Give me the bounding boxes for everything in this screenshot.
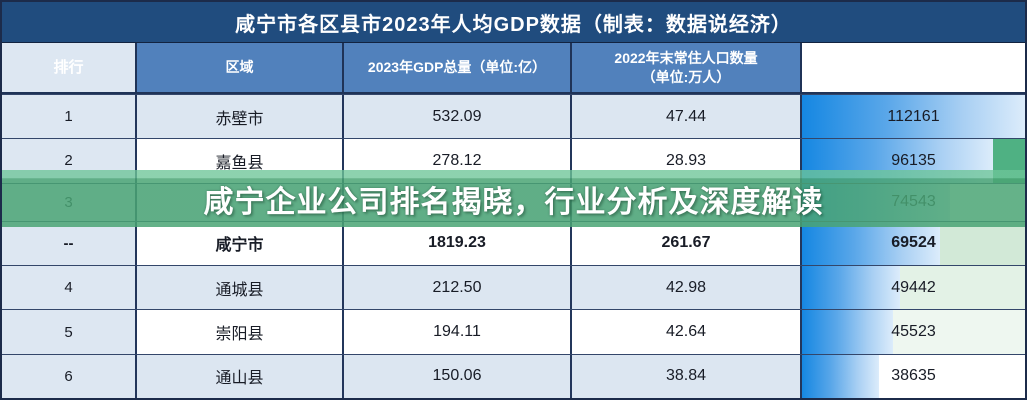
population-cell: 42.64: [570, 310, 800, 354]
header-gdp-total: 2023年GDP总量（单位:亿）: [342, 43, 570, 92]
gdp-cell: 150.06: [342, 354, 570, 398]
table-row-city-total: -- 咸宁市 1819.23 261.67 69524: [2, 220, 1025, 266]
header-region: 区域: [135, 43, 342, 92]
header-population: 2022年末常住人口数量 （单位:万人）: [570, 43, 800, 92]
population-cell: 261.67: [570, 221, 800, 266]
per-capita-value: 96135: [891, 151, 936, 169]
population-cell: 42.98: [570, 266, 800, 310]
table-row: 1 赤壁市 532.09 47.44 112161: [2, 94, 1025, 139]
data-bar: [802, 354, 879, 398]
gdp-cell: 1819.23: [342, 221, 570, 266]
region-cell: 咸宁市: [135, 221, 342, 266]
gdp-cell: 194.11: [342, 310, 570, 354]
gdp-cell: 532.09: [342, 95, 570, 139]
region-cell: 赤壁市: [135, 95, 342, 139]
region-cell: 通山县: [135, 354, 342, 398]
per-capita-value: 45523: [891, 323, 936, 341]
per-capita-cell: 112161: [800, 95, 1025, 139]
per-capita-cell: 38635: [800, 354, 1025, 398]
data-bar: [802, 221, 941, 266]
gdp-cell: 212.50: [342, 266, 570, 310]
table-row: 5 崇阳县 194.11 42.64 45523: [2, 309, 1025, 354]
promo-banner-overlay: 咸宁企业公司排名揭晓，行业分析及深度解读: [2, 170, 1025, 227]
per-capita-value: 69524: [891, 234, 936, 252]
region-cell: 崇阳县: [135, 310, 342, 354]
header-per-capita: 2023年人均GDP （单位： 元）: [800, 43, 1025, 92]
rank-cell: 5: [2, 310, 135, 354]
per-capita-cell: 49442: [800, 266, 1025, 310]
promo-banner-text: 咸宁企业公司排名揭晓，行业分析及深度解读: [203, 185, 824, 219]
data-bar: [802, 266, 901, 310]
region-cell: 通城县: [135, 266, 342, 310]
per-capita-cell: 69524: [800, 221, 1025, 266]
population-cell: 38.84: [570, 354, 800, 398]
data-bar: [802, 95, 1025, 139]
title-bar: 咸宁市各区县市2023年人均GDP数据（制表：数据说经济）: [2, 2, 1025, 43]
table-header-row: 排行 区域 2023年GDP总量（单位:亿） 2022年末常住人口数量 （单位:…: [2, 43, 1025, 94]
rank-cell: 4: [2, 266, 135, 310]
header-rank: 排行: [2, 43, 135, 92]
per-capita-cell: 45523: [800, 310, 1025, 354]
rank-cell: --: [2, 221, 135, 266]
page-title: 咸宁市各区县市2023年人均GDP数据（制表：数据说经济）: [235, 13, 792, 36]
per-capita-value: 112161: [887, 107, 940, 125]
table-row: 6 通山县 150.06 38.84 38635: [2, 353, 1025, 398]
rank-cell: 6: [2, 354, 135, 398]
per-capita-value: 49442: [891, 278, 936, 296]
rank-cell: 1: [2, 95, 135, 139]
per-capita-value: 38635: [891, 367, 936, 385]
population-cell: 47.44: [570, 95, 800, 139]
table-row: 4 通城县 212.50 42.98 49442: [2, 265, 1025, 310]
data-bar: [802, 310, 893, 354]
